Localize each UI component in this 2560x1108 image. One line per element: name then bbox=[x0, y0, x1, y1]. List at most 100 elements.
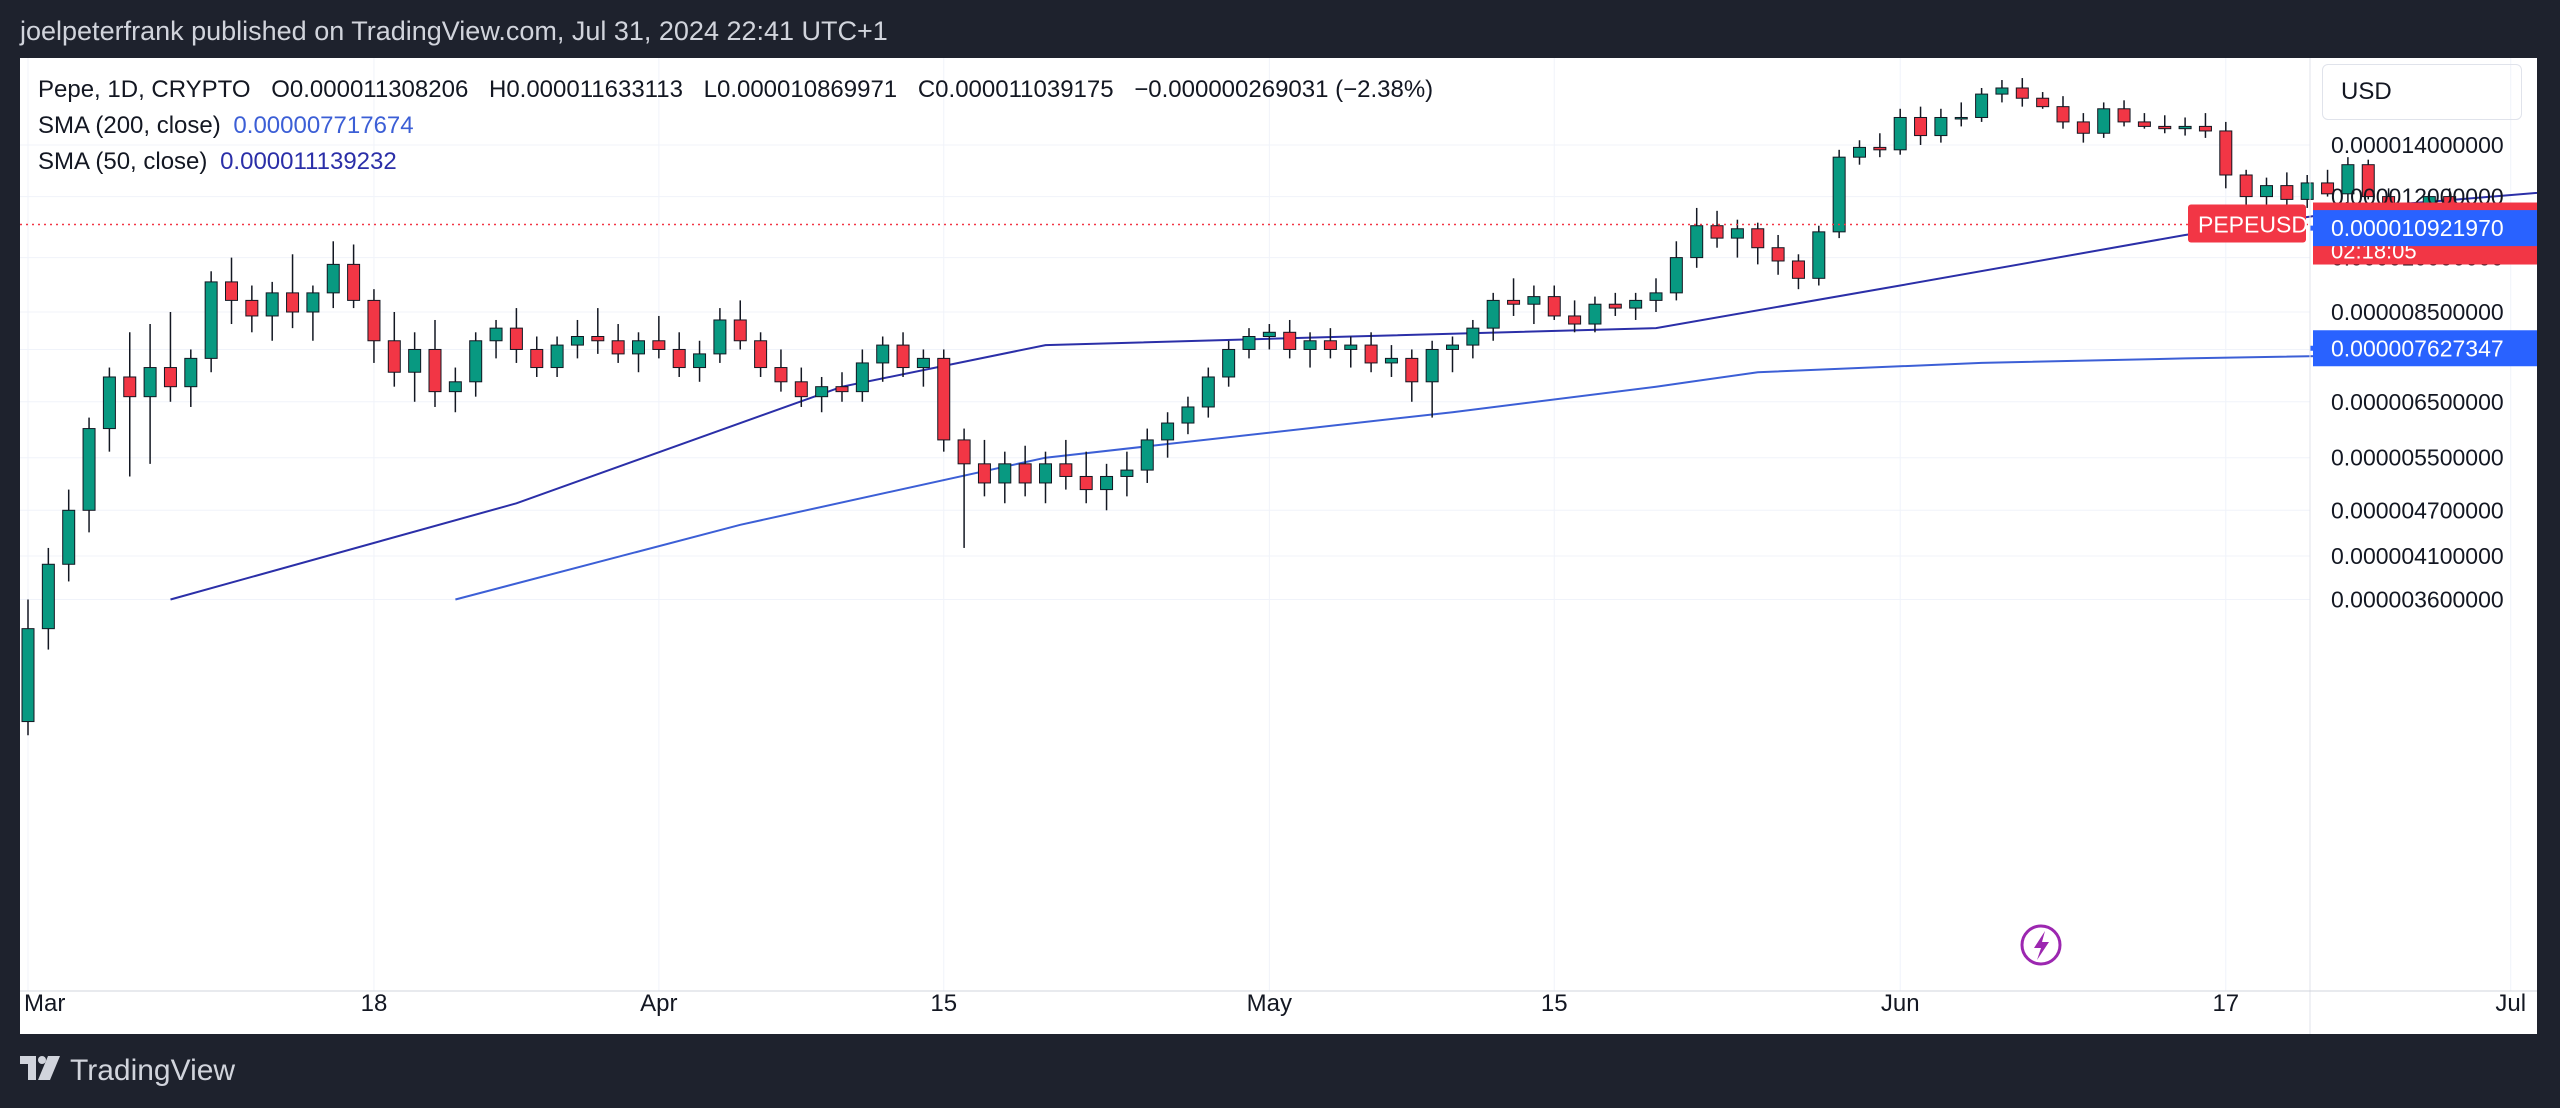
sma50-line bbox=[170, 191, 2537, 601]
candle bbox=[1181, 396, 1195, 435]
candle-body bbox=[1893, 116, 1907, 151]
candle bbox=[428, 319, 442, 407]
candle bbox=[1507, 278, 1521, 316]
candle-body bbox=[2198, 125, 2212, 132]
candle-body bbox=[1527, 296, 1541, 305]
candle-body bbox=[774, 367, 788, 383]
candle bbox=[1771, 234, 1785, 275]
open-value: 0.000011308206 bbox=[289, 76, 469, 103]
sma200-label: SMA (200, close) bbox=[38, 112, 221, 139]
candle bbox=[876, 336, 890, 382]
candle-body bbox=[713, 319, 727, 355]
candle bbox=[1364, 332, 1378, 373]
chart-panel[interactable]: 0.0000140000000.0000120000000.0000100000… bbox=[20, 58, 2537, 1034]
candle-body bbox=[1120, 469, 1134, 477]
candle-body bbox=[2158, 125, 2172, 130]
candle-body bbox=[2137, 121, 2151, 127]
candle bbox=[1873, 133, 1887, 158]
candle-body bbox=[998, 463, 1012, 484]
candle-body bbox=[163, 367, 177, 388]
time-tick-label: Jul bbox=[2495, 990, 2526, 1017]
candle-body bbox=[1364, 344, 1378, 364]
candle-body bbox=[2219, 130, 2233, 176]
candle-body bbox=[1995, 87, 2009, 95]
candle bbox=[163, 312, 177, 402]
candle-body bbox=[1405, 357, 1419, 383]
candle bbox=[2076, 113, 2090, 143]
time-tick-label: Apr bbox=[640, 990, 677, 1017]
candle bbox=[1120, 451, 1134, 497]
candle-body bbox=[1466, 327, 1480, 346]
candle bbox=[1384, 345, 1398, 377]
candle-body bbox=[1934, 116, 1948, 137]
candle bbox=[1283, 319, 1297, 359]
candle-body bbox=[428, 348, 442, 393]
candle bbox=[2097, 102, 2111, 138]
candle bbox=[916, 349, 930, 387]
candle-body bbox=[1547, 296, 1561, 317]
candle-body bbox=[1344, 344, 1358, 350]
candle-body bbox=[2076, 121, 2090, 134]
candle bbox=[815, 376, 829, 413]
candle-body bbox=[1323, 340, 1337, 350]
candle-body bbox=[550, 344, 564, 369]
candle bbox=[2036, 92, 2050, 109]
candle bbox=[611, 324, 625, 363]
price-chart[interactable]: 0.0000140000000.0000120000000.0000100000… bbox=[20, 58, 2537, 1034]
candle-body bbox=[1222, 348, 1236, 378]
candle bbox=[977, 439, 991, 497]
candle bbox=[550, 336, 564, 377]
candle-body bbox=[1079, 475, 1093, 491]
sma200-legend[interactable]: SMA (200, close) 0.000007717674 bbox=[38, 108, 1433, 144]
candle bbox=[225, 257, 238, 325]
candle bbox=[448, 367, 462, 413]
low-value: 0.000010869971 bbox=[716, 76, 898, 103]
high-label: H bbox=[488, 76, 507, 103]
candle-body bbox=[2036, 97, 2050, 108]
candle-body bbox=[693, 353, 707, 369]
candle bbox=[1710, 210, 1724, 248]
candle bbox=[184, 349, 198, 407]
drawing-overlays bbox=[20, 223, 2537, 966]
sma50-legend[interactable]: SMA (50, close) 0.000011139232 bbox=[38, 144, 1433, 180]
candle-body bbox=[591, 335, 605, 342]
candle-body bbox=[2056, 106, 2070, 123]
candle bbox=[1995, 80, 2009, 103]
candle-body bbox=[1873, 146, 1887, 151]
candle bbox=[693, 340, 707, 382]
candle bbox=[245, 285, 259, 333]
candle-body bbox=[82, 428, 96, 511]
change-value: −0.000000269031 (−2.38%) bbox=[1134, 76, 1434, 103]
candle-body bbox=[286, 292, 300, 313]
candle-body bbox=[570, 335, 584, 346]
candle-body bbox=[794, 381, 808, 398]
candle bbox=[2280, 172, 2294, 206]
candle-body bbox=[835, 386, 849, 393]
candle bbox=[1547, 285, 1561, 320]
price-tick-label: 0.000004700000 bbox=[2331, 497, 2504, 523]
candle bbox=[774, 349, 788, 392]
candle-body bbox=[367, 299, 381, 342]
candle-body bbox=[489, 327, 503, 342]
candle-body bbox=[1039, 463, 1052, 484]
candle-body bbox=[754, 340, 768, 369]
candle bbox=[835, 372, 849, 402]
candle-body bbox=[306, 292, 320, 313]
time-tick-label: Mar bbox=[24, 990, 65, 1017]
candle bbox=[1649, 278, 1663, 312]
sma200-line bbox=[455, 352, 2537, 601]
candle-body bbox=[1201, 376, 1215, 408]
time-tick-label: May bbox=[1247, 990, 1292, 1017]
high-value: 0.000011633113 bbox=[506, 76, 683, 103]
candle bbox=[1100, 463, 1114, 511]
candle-body bbox=[225, 281, 238, 301]
candle-body bbox=[184, 357, 198, 388]
candle bbox=[2219, 121, 2233, 189]
price-label-bg bbox=[2313, 330, 2537, 367]
candle bbox=[21, 599, 35, 736]
candle bbox=[2260, 177, 2273, 206]
candle bbox=[1405, 349, 1419, 402]
candle-body bbox=[1832, 156, 1846, 233]
currency-button[interactable]: USD bbox=[2322, 64, 2522, 120]
candle-body bbox=[347, 263, 361, 301]
